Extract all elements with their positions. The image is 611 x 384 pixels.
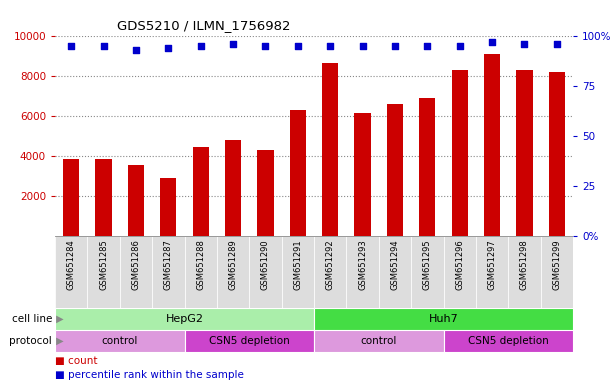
Point bbox=[487, 39, 497, 45]
Bar bbox=[444, 236, 476, 308]
Text: GSM651293: GSM651293 bbox=[358, 240, 367, 290]
Text: GSM651295: GSM651295 bbox=[423, 240, 432, 290]
Point bbox=[228, 41, 238, 47]
Bar bbox=[120, 236, 152, 308]
Point bbox=[293, 43, 302, 49]
Point bbox=[357, 43, 367, 49]
Bar bbox=[128, 165, 144, 236]
Bar bbox=[419, 98, 436, 236]
Point bbox=[455, 43, 464, 49]
Bar bbox=[95, 159, 112, 236]
Point bbox=[163, 45, 173, 51]
Text: GSM651294: GSM651294 bbox=[390, 240, 400, 290]
Bar bbox=[192, 147, 209, 236]
Bar bbox=[314, 308, 573, 330]
Text: control: control bbox=[360, 336, 397, 346]
Bar bbox=[516, 70, 533, 236]
Text: ■ count: ■ count bbox=[55, 356, 98, 366]
Bar bbox=[444, 330, 573, 352]
Bar bbox=[541, 236, 573, 308]
Text: GSM651291: GSM651291 bbox=[293, 240, 302, 290]
Text: GSM651287: GSM651287 bbox=[164, 240, 173, 290]
Text: control: control bbox=[101, 336, 138, 346]
Text: GSM651296: GSM651296 bbox=[455, 240, 464, 290]
Bar bbox=[411, 236, 444, 308]
Bar bbox=[87, 236, 120, 308]
Text: GSM651292: GSM651292 bbox=[326, 240, 335, 290]
Bar bbox=[257, 150, 274, 236]
Point bbox=[98, 43, 108, 49]
Text: ▶: ▶ bbox=[53, 336, 63, 346]
Text: GSM651298: GSM651298 bbox=[520, 240, 529, 290]
Point bbox=[552, 41, 562, 47]
Text: GSM651297: GSM651297 bbox=[488, 240, 497, 290]
Text: cell line: cell line bbox=[12, 314, 52, 324]
Bar bbox=[185, 236, 217, 308]
Bar bbox=[217, 236, 249, 308]
Text: HepG2: HepG2 bbox=[166, 314, 203, 324]
Point bbox=[67, 43, 76, 49]
Bar bbox=[282, 236, 314, 308]
Bar bbox=[55, 236, 87, 308]
Bar bbox=[314, 330, 444, 352]
Bar bbox=[476, 236, 508, 308]
Bar bbox=[185, 330, 314, 352]
Text: GSM651286: GSM651286 bbox=[131, 240, 141, 290]
Bar bbox=[290, 110, 306, 236]
Text: CSN5 depletion: CSN5 depletion bbox=[468, 336, 549, 346]
Text: GSM651285: GSM651285 bbox=[99, 240, 108, 290]
Point bbox=[519, 41, 529, 47]
Bar bbox=[225, 140, 241, 236]
Text: Huh7: Huh7 bbox=[429, 314, 458, 324]
Bar bbox=[55, 308, 314, 330]
Point bbox=[390, 43, 400, 49]
Bar bbox=[508, 236, 541, 308]
Bar bbox=[354, 113, 371, 236]
Point bbox=[196, 43, 205, 49]
Bar bbox=[152, 236, 185, 308]
Text: GSM651290: GSM651290 bbox=[261, 240, 270, 290]
Text: ■ percentile rank within the sample: ■ percentile rank within the sample bbox=[55, 371, 244, 381]
Text: GSM651289: GSM651289 bbox=[229, 240, 238, 290]
Point bbox=[422, 43, 432, 49]
Text: GSM651288: GSM651288 bbox=[196, 240, 205, 290]
Bar bbox=[452, 70, 468, 236]
Text: ▶: ▶ bbox=[53, 314, 63, 324]
Text: GSM651284: GSM651284 bbox=[67, 240, 76, 290]
Point bbox=[260, 43, 270, 49]
Text: protocol: protocol bbox=[9, 336, 52, 346]
Bar bbox=[346, 236, 379, 308]
Bar bbox=[314, 236, 346, 308]
Bar bbox=[55, 330, 185, 352]
Text: GDS5210 / ILMN_1756982: GDS5210 / ILMN_1756982 bbox=[117, 19, 291, 32]
Bar bbox=[322, 63, 338, 236]
Bar bbox=[63, 159, 79, 236]
Bar bbox=[387, 104, 403, 236]
Bar bbox=[549, 72, 565, 236]
Bar bbox=[160, 178, 177, 236]
Bar bbox=[379, 236, 411, 308]
Point bbox=[325, 43, 335, 49]
Text: CSN5 depletion: CSN5 depletion bbox=[209, 336, 290, 346]
Bar bbox=[484, 54, 500, 236]
Point bbox=[131, 47, 141, 53]
Bar bbox=[249, 236, 282, 308]
Text: GSM651299: GSM651299 bbox=[552, 240, 562, 290]
